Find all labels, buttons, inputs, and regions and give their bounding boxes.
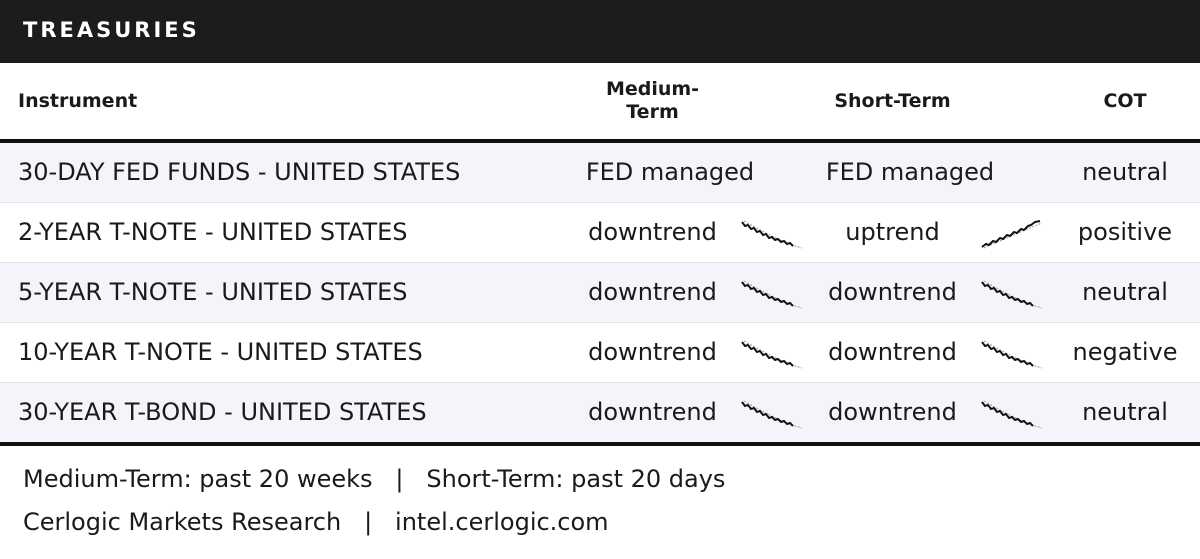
table-row: 2-YEAR T-NOTE - UNITED STATES downtrend up… <box>0 203 1200 263</box>
instrument-name: 30-DAY FED FUNDS - UNITED STATES <box>18 158 461 186</box>
downtrend-sparkline-icon <box>741 220 803 249</box>
sparkline-reference-line <box>743 280 803 309</box>
sparkline-price-line <box>981 220 1041 248</box>
header-rule <box>0 139 1200 143</box>
sparkline-price-line <box>981 341 1034 367</box>
uptrend-sparkline-icon <box>981 220 1043 249</box>
medium-term-trend: FED managed <box>585 158 755 186</box>
footer-legend: Medium-Term: past 20 weeks | Short-Term:… <box>23 465 726 493</box>
table-row: 30-YEAR T-BOND - UNITED STATES downtrend d… <box>0 383 1200 443</box>
sparkline-price-line <box>741 281 794 307</box>
cot-sentiment: neutral <box>1082 158 1168 186</box>
instrument-name: 10-YEAR T-NOTE - UNITED STATES <box>18 338 423 366</box>
column-header-cot: COT <box>1103 89 1147 112</box>
sparkline-price-line <box>741 401 794 427</box>
downtrend-sparkline-icon <box>981 400 1043 429</box>
sparkline-reference-line <box>983 340 1043 369</box>
table-row: 30-DAY FED FUNDS - UNITED STATES FED mana… <box>0 143 1200 203</box>
sparkline-reference-line <box>743 340 803 369</box>
cot-sentiment: neutral <box>1082 278 1168 306</box>
sparkline-price-line <box>981 281 1034 307</box>
medium-term-trend: downtrend <box>588 398 717 426</box>
sparkline-reference-line <box>743 220 803 249</box>
downtrend-sparkline-icon <box>741 340 803 369</box>
sparkline-reference-line <box>983 280 1043 309</box>
sparkline-price-line <box>741 221 794 247</box>
short-term-trend: downtrend <box>828 338 957 366</box>
footer-rule <box>0 442 1200 446</box>
column-header-instrument: Instrument <box>18 89 138 112</box>
header-bar: TREASURIES <box>0 0 1200 63</box>
medium-term-trend: downtrend <box>588 278 717 306</box>
footer-credit: Cerlogic Markets Research | intel.cerlog… <box>23 508 609 536</box>
table-row: 10-YEAR T-NOTE - UNITED STATES downtrend d… <box>0 323 1200 383</box>
short-term-trend: FED managed <box>825 158 995 186</box>
cot-sentiment: negative <box>1072 338 1178 366</box>
sparkline-reference-line <box>983 222 1043 249</box>
cot-sentiment: neutral <box>1082 398 1168 426</box>
short-term-trend: downtrend <box>828 398 957 426</box>
sparkline-price-line <box>981 401 1034 427</box>
downtrend-sparkline-icon <box>981 280 1043 309</box>
medium-term-trend: downtrend <box>588 338 717 366</box>
short-term-trend: downtrend <box>828 278 957 306</box>
downtrend-sparkline-icon <box>981 340 1043 369</box>
header-title: TREASURIES <box>23 18 200 42</box>
short-term-trend: uptrend <box>845 218 940 246</box>
column-header-medium-term: Medium- Term <box>580 63 725 139</box>
sparkline-reference-line <box>983 400 1043 429</box>
medium-term-trend: downtrend <box>588 218 717 246</box>
downtrend-sparkline-icon <box>741 280 803 309</box>
sparkline-reference-line <box>743 400 803 429</box>
instrument-name: 5-YEAR T-NOTE - UNITED STATES <box>18 278 408 306</box>
downtrend-sparkline-icon <box>741 400 803 429</box>
sparkline-price-line <box>741 341 794 367</box>
column-header-short-term: Short-Term <box>834 89 951 112</box>
instrument-name: 30-YEAR T-BOND - UNITED STATES <box>18 398 427 426</box>
cot-sentiment: positive <box>1077 218 1173 246</box>
column-header-medium-term-label: Medium- Term <box>605 78 700 123</box>
table-row: 5-YEAR T-NOTE - UNITED STATES downtrend do… <box>0 263 1200 323</box>
instrument-name: 2-YEAR T-NOTE - UNITED STATES <box>18 218 408 246</box>
